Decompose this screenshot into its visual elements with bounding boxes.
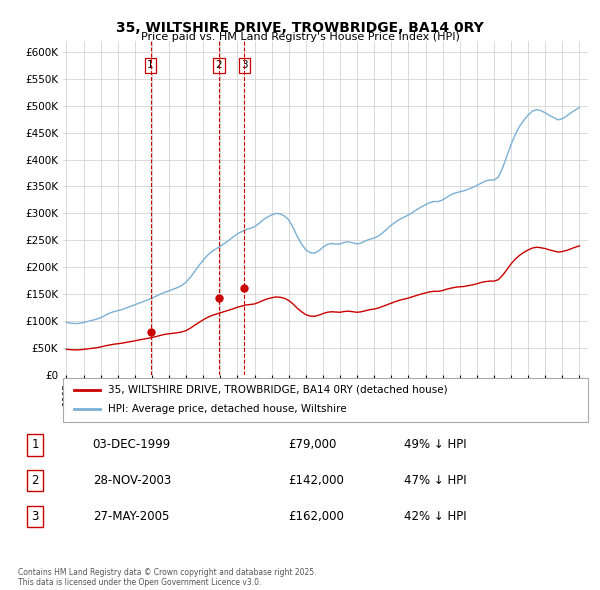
Text: 35, WILTSHIRE DRIVE, TROWBRIDGE, BA14 0RY (detached house): 35, WILTSHIRE DRIVE, TROWBRIDGE, BA14 0R… (107, 385, 447, 395)
Text: Price paid vs. HM Land Registry's House Price Index (HPI): Price paid vs. HM Land Registry's House … (140, 32, 460, 42)
Text: 3: 3 (241, 61, 248, 70)
Text: 35, WILTSHIRE DRIVE, TROWBRIDGE, BA14 0RY: 35, WILTSHIRE DRIVE, TROWBRIDGE, BA14 0R… (116, 21, 484, 35)
Text: 03-DEC-1999: 03-DEC-1999 (92, 438, 171, 451)
Text: 28-NOV-2003: 28-NOV-2003 (92, 474, 171, 487)
Text: 2: 2 (215, 61, 222, 70)
Text: Contains HM Land Registry data © Crown copyright and database right 2025.
This d: Contains HM Land Registry data © Crown c… (18, 568, 317, 587)
Text: 27-MAY-2005: 27-MAY-2005 (92, 510, 169, 523)
Text: 1: 1 (31, 438, 39, 451)
Text: £162,000: £162,000 (289, 510, 344, 523)
Text: £79,000: £79,000 (289, 438, 337, 451)
Text: 47% ↓ HPI: 47% ↓ HPI (404, 474, 466, 487)
Text: 2: 2 (31, 474, 39, 487)
Text: 49% ↓ HPI: 49% ↓ HPI (404, 438, 466, 451)
Text: HPI: Average price, detached house, Wiltshire: HPI: Average price, detached house, Wilt… (107, 404, 346, 414)
Text: 1: 1 (147, 61, 154, 70)
Text: 42% ↓ HPI: 42% ↓ HPI (404, 510, 466, 523)
Text: 3: 3 (31, 510, 39, 523)
Text: £142,000: £142,000 (289, 474, 344, 487)
FancyBboxPatch shape (63, 378, 588, 422)
